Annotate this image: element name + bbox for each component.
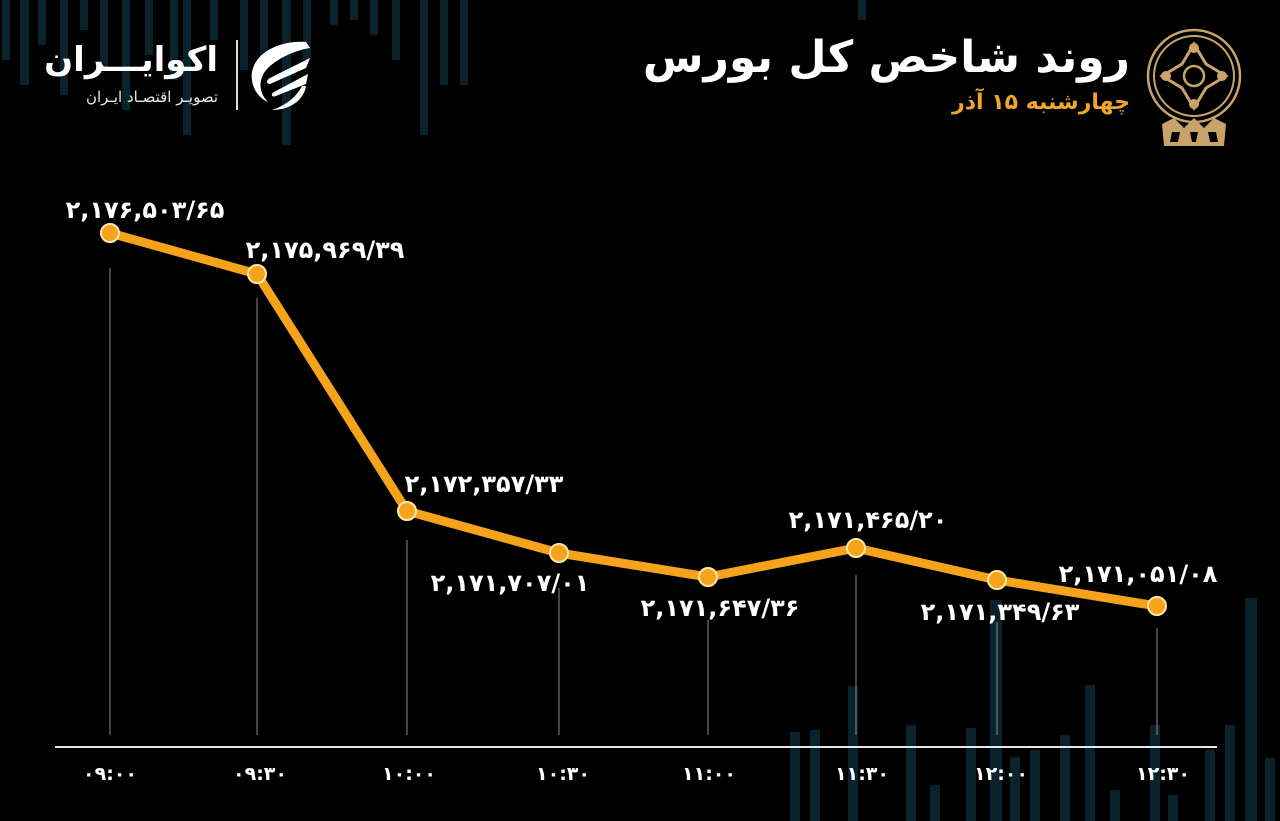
data-point-0900[interactable] (100, 223, 120, 243)
tick-label-1030: ۱۰:۳۰ (536, 763, 590, 785)
value-label-1000: ۲,۱۷۲,۳۵۷/۳۳ (405, 470, 564, 498)
tick-label-0900: ۰۹:۰۰ (83, 763, 137, 785)
tick-label-1000: ۱۰:۰۰ (382, 763, 436, 785)
brand-tagline: تصویـر اقتصـاد ایـران (85, 88, 218, 106)
value-label-1030: ۲,۱۷۱,۷۰۷/۰۱ (431, 569, 590, 597)
data-point-1230[interactable] (1147, 596, 1167, 616)
data-point-1100[interactable] (698, 567, 718, 587)
tick-label-1100: ۱۱:۰۰ (682, 763, 736, 785)
chart-date-subtitle: چهارشنبه ۱۵ آذر (952, 90, 1130, 116)
data-point-1130[interactable] (846, 538, 866, 558)
chart-title: روند شاخص کل بورس (642, 32, 1130, 83)
stock-exchange-emblem-icon (1146, 28, 1242, 146)
value-label-1200: ۲,۱۷۱,۳۴۹/۶۳ (921, 598, 1080, 626)
data-point-1200[interactable] (987, 570, 1007, 590)
value-label-1100: ۲,۱۷۱,۶۴۷/۳۶ (641, 594, 800, 622)
x-axis-tick-labels: ۰۹:۰۰ ۰۹:۳۰ ۱۰:۰۰ ۱۰:۳۰ ۱۱:۰۰ ۱۱:۳۰ ۱۲:۰… (83, 763, 1190, 785)
chart-title-block: روند شاخص کل بورس چهارشنبه ۱۵ آذر (642, 32, 1130, 116)
brand-divider (236, 40, 238, 110)
index-series-line (105, 228, 1162, 611)
brand-swoosh-icon (251, 41, 310, 110)
value-label-0930: ۲,۱۷۵,۹۶۹/۳۹ (246, 236, 405, 264)
brand-logo-block: اکوایـــران تصویـر اقتصـاد ایـران (44, 36, 318, 116)
tick-label-1230: ۱۲:۳۰ (1136, 763, 1190, 785)
data-point-markers (100, 223, 1167, 616)
data-value-labels: ۲,۱۷۶,۵۰۳/۶۵ ۲,۱۷۵,۹۶۹/۳۹ ۲,۱۷۲,۳۵۷/۳۳ ۲… (66, 196, 1218, 626)
brand-name: اکوایـــران (44, 40, 218, 80)
vertical-guide-lines (109, 268, 1158, 735)
data-point-0930[interactable] (247, 264, 267, 284)
tick-label-0930: ۰۹:۳۰ (233, 763, 287, 785)
value-label-1230: ۲,۱۷۱,۰۵۱/۰۸ (1059, 560, 1218, 588)
value-label-0900: ۲,۱۷۶,۵۰۳/۶۵ (66, 196, 225, 224)
tick-label-1200: ۱۲:۰۰ (974, 763, 1028, 785)
data-point-1000[interactable] (397, 501, 417, 521)
data-point-1030[interactable] (549, 543, 569, 563)
value-label-1130: ۲,۱۷۱,۴۶۵/۲۰ (789, 506, 948, 534)
tick-label-1130: ۱۱:۳۰ (835, 763, 889, 785)
